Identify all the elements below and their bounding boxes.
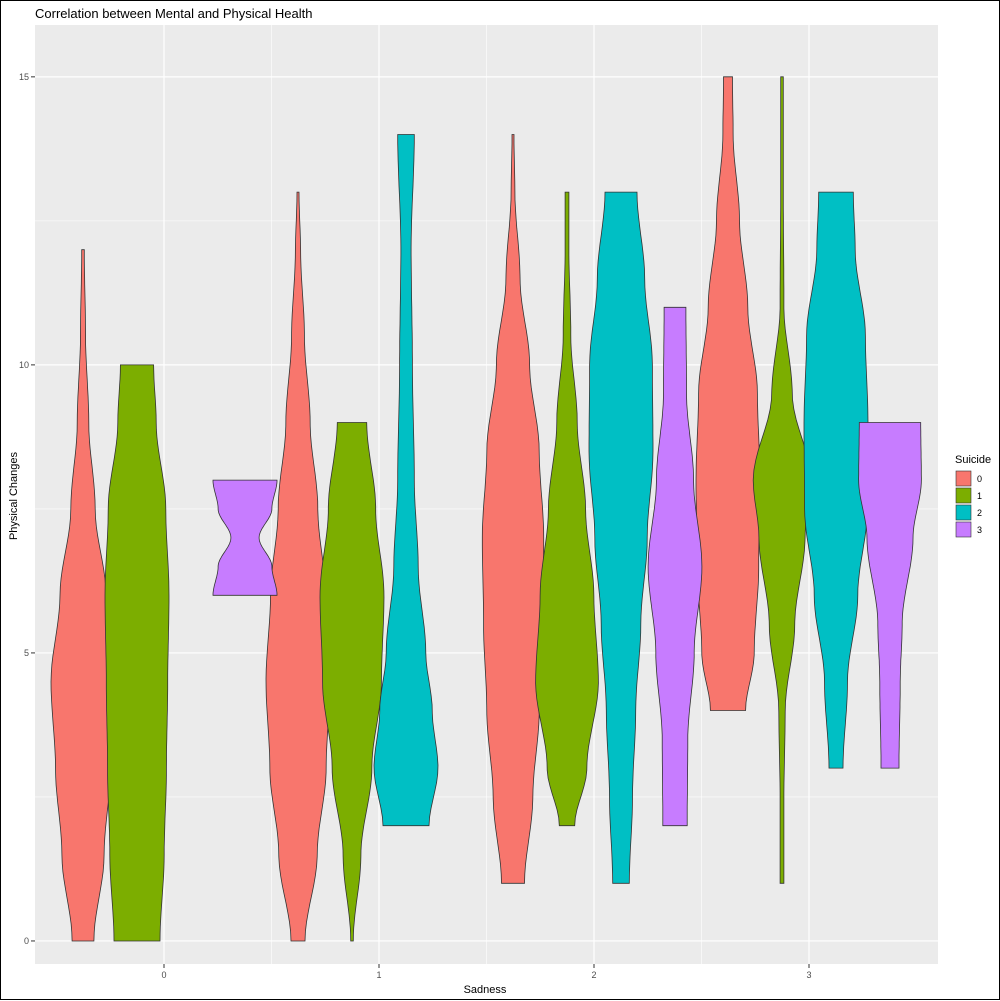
legend-swatch-2 <box>955 504 972 521</box>
x-tick-label: 1 <box>376 970 381 980</box>
violin-suicide-1-sadness-3 <box>752 76 812 884</box>
legend-label-1: 1 <box>977 491 982 501</box>
x-tick-label: 0 <box>161 970 166 980</box>
violin-suicide-2-sadness-1 <box>373 134 439 827</box>
legend-label-0: 0 <box>977 474 982 484</box>
legend-swatch-3 <box>955 521 972 538</box>
legend-label-2: 2 <box>977 508 982 518</box>
violin-suicide-2-sadness-3 <box>803 191 869 769</box>
legend-label-3: 3 <box>977 525 982 535</box>
legend: Suicide 0 1 2 3 <box>955 454 991 538</box>
violin-suicide-2-sadness-2 <box>588 191 654 884</box>
y-tick-label: 5 <box>24 648 29 658</box>
y-tick-label: 0 <box>24 936 29 946</box>
violin-suicide-3-sadness-3 <box>858 422 922 769</box>
x-tick-label: 2 <box>591 970 596 980</box>
x-tick-label: 3 <box>806 970 811 980</box>
y-axis-title: Physical Changes <box>8 451 20 540</box>
violin-suicide-3-sadness-2 <box>647 306 703 827</box>
violins <box>50 76 922 942</box>
violin-suicide-1-sadness-2 <box>535 191 599 827</box>
violin-suicide-3-sadness-0 <box>212 479 278 596</box>
chart-title: Correlation between Mental and Physical … <box>35 6 313 21</box>
violin-suicide-1-sadness-1 <box>319 422 385 942</box>
legend-swatch-0 <box>955 470 972 487</box>
legend-title: Suicide <box>955 454 991 466</box>
y-tick-label: 15 <box>19 72 29 82</box>
y-tick-label: 10 <box>19 360 29 370</box>
axes: 0 5 10 15 0 1 2 3 <box>19 72 812 980</box>
legend-swatch-1 <box>955 487 972 504</box>
x-axis-title: Sadness <box>464 984 507 996</box>
violin-suicide-1-sadness-0 <box>104 364 170 942</box>
